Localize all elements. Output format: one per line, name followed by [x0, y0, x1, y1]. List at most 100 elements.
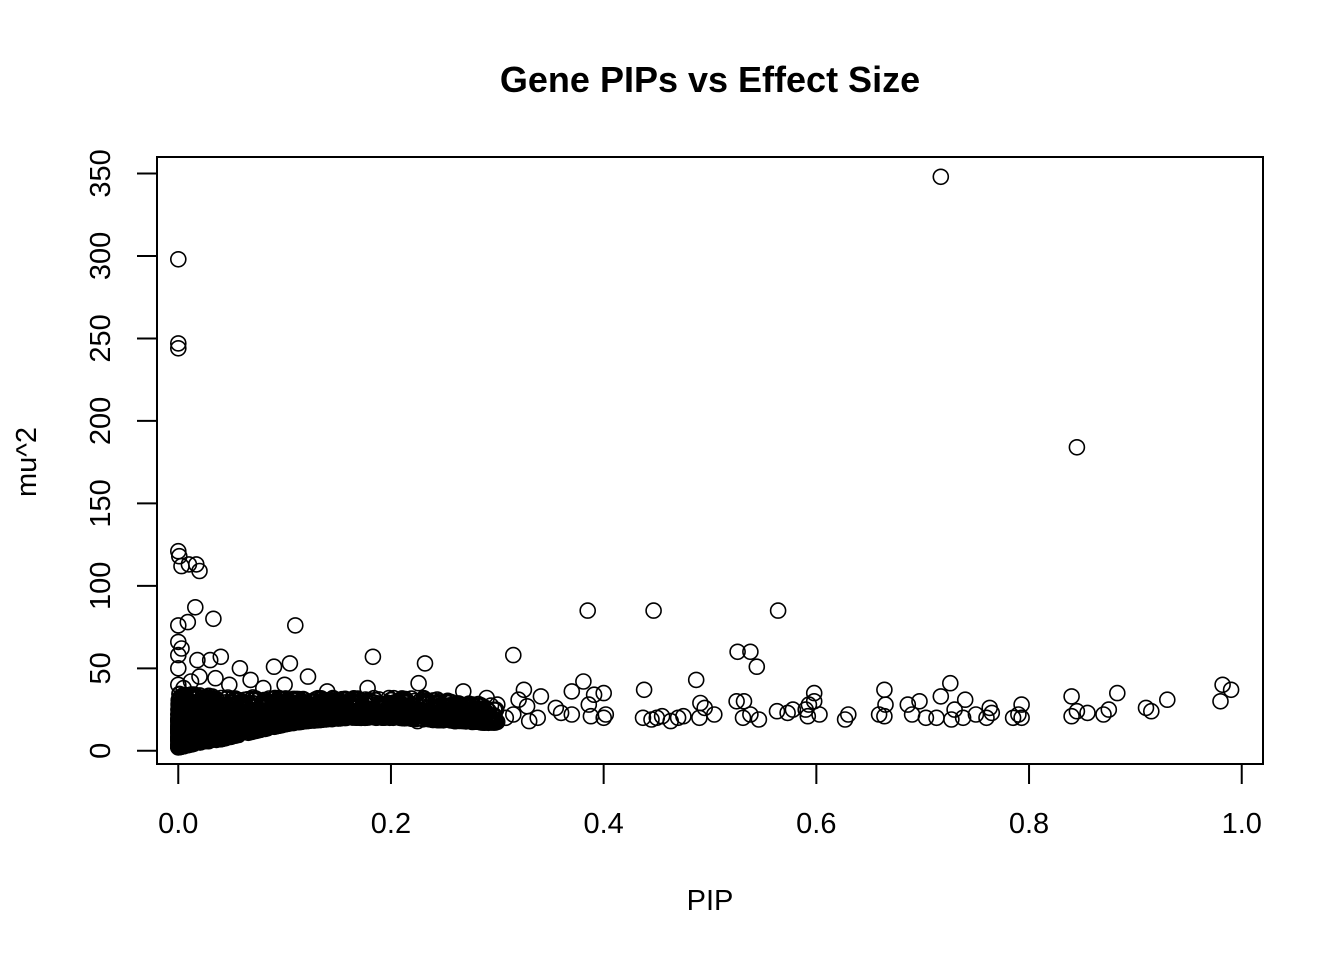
data-point [515, 681, 533, 699]
data-point [595, 684, 613, 702]
data-point [170, 250, 187, 268]
data-point [696, 699, 714, 717]
data-point [366, 708, 383, 725]
data-point [691, 709, 708, 727]
data-point [734, 709, 752, 727]
data-point [225, 696, 243, 713]
data-point [579, 602, 597, 619]
data-point [1143, 702, 1160, 720]
data-point [171, 738, 189, 756]
data-point [728, 692, 745, 710]
data-point [304, 710, 322, 728]
data-point [643, 711, 660, 728]
data-point [504, 706, 522, 723]
data-point [196, 691, 213, 708]
data-point [729, 643, 746, 661]
y-tick-label: 100 [85, 562, 117, 610]
data-point [221, 676, 238, 694]
data-point [510, 691, 527, 709]
data-point [547, 699, 565, 717]
data-point [575, 673, 592, 690]
data-point [779, 704, 796, 722]
data-point [595, 709, 613, 727]
data-point [308, 696, 326, 713]
data-point [1214, 676, 1231, 694]
data-point [267, 709, 284, 727]
data-point [903, 706, 921, 723]
x-tick-label: 0.8 [1009, 808, 1049, 840]
data-point [645, 602, 662, 619]
x-tick-label: 1.0 [1222, 808, 1262, 840]
data-point [1095, 706, 1112, 723]
data-point [170, 646, 187, 664]
data-point [396, 697, 414, 715]
data-point [452, 702, 470, 720]
data-point [431, 711, 449, 729]
data-point [335, 703, 353, 720]
data-point [237, 698, 255, 716]
data-point [978, 709, 995, 727]
data-point [941, 674, 959, 692]
data-point [242, 671, 259, 689]
data-point [563, 683, 581, 700]
data-point [380, 700, 398, 717]
data-point [268, 717, 286, 735]
data-point [414, 707, 432, 725]
data-point [359, 679, 376, 697]
data-point [582, 707, 600, 725]
data-point [805, 684, 823, 702]
y-axis-label: mu^2 [11, 427, 43, 497]
data-point [634, 709, 652, 727]
data-point [585, 686, 603, 704]
data-point [946, 701, 963, 718]
y-tick-label: 300 [85, 232, 117, 280]
data-point [899, 696, 917, 713]
data-point [769, 602, 787, 619]
data-point [768, 702, 786, 720]
data-point [1004, 709, 1022, 727]
data-point [202, 725, 220, 742]
data-point [258, 703, 275, 721]
data-point [191, 668, 208, 685]
data-point [504, 646, 522, 664]
data-point [200, 732, 217, 750]
data-point [742, 706, 759, 723]
x-tick-label: 0.0 [158, 808, 198, 840]
data-point [170, 659, 187, 677]
data-point [928, 709, 945, 727]
data-point [385, 689, 403, 707]
data-point [1068, 438, 1086, 456]
data-point [177, 693, 194, 711]
data-point [1013, 696, 1030, 713]
data-point [281, 655, 299, 672]
data-point [529, 709, 547, 727]
data-point [430, 692, 448, 710]
y-tick-label: 350 [85, 149, 117, 197]
data-point [1079, 704, 1096, 722]
data-point [735, 692, 753, 710]
data-point [497, 709, 515, 727]
data-point [212, 648, 230, 666]
data-point [484, 712, 502, 730]
y-tick-label: 250 [85, 314, 117, 362]
data-point [687, 671, 705, 689]
data-point [836, 711, 854, 728]
data-point [170, 339, 187, 357]
data-point [201, 651, 219, 669]
data-point [171, 547, 188, 565]
data-point [967, 706, 985, 723]
data-point [669, 709, 687, 727]
data-point [1100, 701, 1118, 718]
data-point [532, 688, 550, 705]
data-point [416, 655, 434, 672]
data-point [205, 610, 222, 628]
data-point [473, 701, 490, 718]
data-point [254, 679, 272, 697]
data-point [448, 706, 466, 723]
y-axis: 0 50 100 150 200 250 300 350 [85, 149, 158, 759]
data-point [172, 730, 190, 748]
data-point [478, 689, 496, 707]
data-point [358, 705, 376, 723]
